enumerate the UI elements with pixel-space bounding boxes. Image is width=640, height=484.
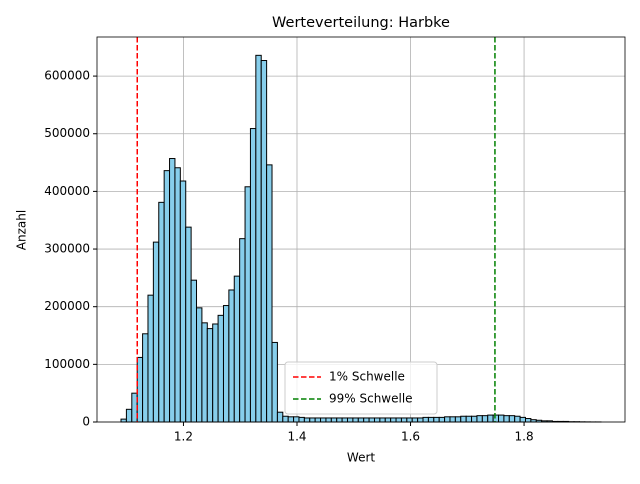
bar bbox=[472, 416, 477, 422]
bar bbox=[391, 418, 396, 422]
bar bbox=[240, 239, 245, 422]
bar bbox=[331, 418, 336, 422]
bar bbox=[364, 418, 369, 422]
bar bbox=[466, 416, 471, 422]
y-tick-label: 400000 bbox=[44, 184, 90, 198]
y-tick-label: 100000 bbox=[44, 357, 90, 371]
bar bbox=[353, 418, 358, 422]
y-tick-label: 500000 bbox=[44, 126, 90, 140]
legend-label: 99% Schwelle bbox=[329, 392, 413, 406]
bar bbox=[256, 55, 261, 422]
bar bbox=[450, 417, 455, 422]
bar bbox=[515, 416, 520, 422]
bar bbox=[153, 242, 158, 422]
bar bbox=[197, 308, 202, 422]
bar bbox=[407, 418, 412, 422]
bar bbox=[445, 417, 450, 422]
bar bbox=[461, 416, 466, 422]
bar bbox=[385, 418, 390, 422]
bar bbox=[170, 159, 175, 422]
y-axis-label: Anzahl bbox=[15, 210, 29, 250]
bar bbox=[358, 418, 363, 422]
bar bbox=[148, 295, 153, 422]
bar bbox=[509, 416, 514, 422]
y-tick-label: 600000 bbox=[44, 69, 90, 83]
bar bbox=[401, 418, 406, 422]
bar bbox=[525, 419, 530, 422]
bar bbox=[434, 417, 439, 422]
bar bbox=[428, 417, 433, 422]
bar bbox=[304, 418, 309, 422]
bar bbox=[186, 227, 191, 422]
x-axis-label: Wert bbox=[347, 451, 375, 465]
bar bbox=[218, 315, 223, 422]
bar bbox=[439, 417, 444, 422]
bar bbox=[132, 393, 137, 422]
y-tick-label: 0 bbox=[82, 415, 90, 429]
bar bbox=[321, 418, 326, 422]
bar bbox=[283, 416, 288, 422]
bar bbox=[261, 61, 266, 422]
bar bbox=[299, 417, 304, 422]
bar bbox=[288, 417, 293, 422]
bar bbox=[229, 290, 234, 422]
bar bbox=[159, 202, 164, 422]
bar bbox=[121, 419, 126, 422]
bar bbox=[348, 418, 353, 422]
legend: 1% Schwelle 99% Schwelle bbox=[285, 362, 437, 414]
bar bbox=[175, 168, 180, 422]
y-tick-label: 300000 bbox=[44, 242, 90, 256]
bar bbox=[482, 416, 487, 422]
bar bbox=[267, 165, 272, 422]
bar bbox=[191, 280, 196, 422]
bar bbox=[245, 187, 250, 422]
bar bbox=[396, 418, 401, 422]
bar bbox=[234, 276, 239, 422]
bar bbox=[504, 416, 509, 422]
legend-label: 1% Schwelle bbox=[329, 370, 405, 384]
bar bbox=[418, 418, 423, 422]
chart-title: Werteverteilung: Harbke bbox=[272, 15, 450, 31]
bar bbox=[126, 409, 131, 422]
bar bbox=[272, 342, 277, 422]
bar bbox=[207, 329, 212, 422]
bar bbox=[499, 415, 504, 422]
bar bbox=[310, 418, 315, 422]
bar bbox=[412, 418, 417, 422]
bar bbox=[180, 181, 185, 422]
x-tick-label: 1.6 bbox=[401, 430, 420, 444]
bar bbox=[520, 417, 525, 422]
bar bbox=[477, 416, 482, 422]
bar bbox=[326, 418, 331, 422]
bar bbox=[488, 415, 493, 422]
bar bbox=[137, 357, 142, 422]
bar bbox=[213, 324, 218, 422]
bar bbox=[143, 334, 148, 422]
bar bbox=[380, 418, 385, 422]
x-tick-label: 1.8 bbox=[515, 430, 534, 444]
bar bbox=[294, 417, 299, 422]
bar bbox=[164, 171, 169, 422]
bar bbox=[423, 417, 428, 422]
bar bbox=[369, 418, 374, 422]
bar bbox=[342, 418, 347, 422]
bar bbox=[455, 417, 460, 422]
bar bbox=[337, 418, 342, 422]
y-tick-label: 200000 bbox=[44, 299, 90, 313]
bar bbox=[493, 415, 498, 422]
bar bbox=[374, 418, 379, 422]
bar bbox=[223, 306, 228, 422]
bar bbox=[202, 323, 207, 422]
x-tick-label: 1.4 bbox=[287, 430, 306, 444]
bar bbox=[250, 129, 255, 422]
bar bbox=[277, 412, 282, 422]
bar bbox=[315, 418, 320, 422]
x-tick-label: 1.2 bbox=[174, 430, 193, 444]
